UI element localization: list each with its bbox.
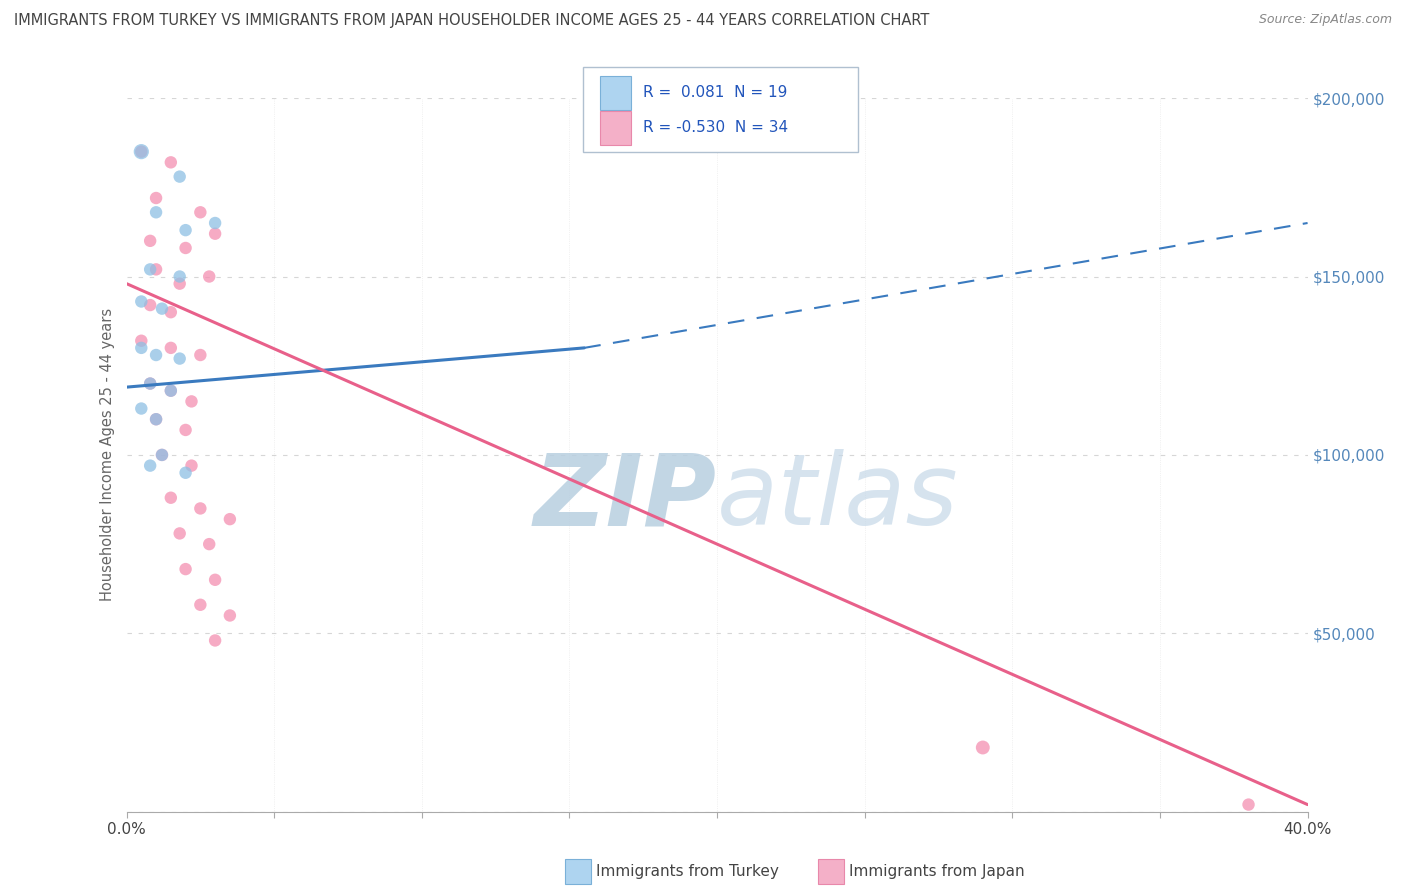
Text: Immigrants from Turkey: Immigrants from Turkey: [596, 864, 779, 879]
Point: [169, 277, 191, 291]
Point: [159, 491, 183, 505]
Point: [174, 562, 197, 576]
Point: [129, 145, 153, 159]
Text: R = -0.530  N = 34: R = -0.530 N = 34: [643, 120, 787, 135]
Point: [188, 205, 211, 219]
Point: [159, 305, 183, 319]
Point: [972, 740, 994, 755]
Point: [219, 512, 242, 526]
Point: [150, 448, 173, 462]
Point: [159, 341, 183, 355]
Point: [1237, 797, 1260, 812]
Point: [159, 384, 183, 398]
Point: [174, 223, 197, 237]
Point: [129, 145, 153, 159]
Text: IMMIGRANTS FROM TURKEY VS IMMIGRANTS FROM JAPAN HOUSEHOLDER INCOME AGES 25 - 44 : IMMIGRANTS FROM TURKEY VS IMMIGRANTS FRO…: [14, 13, 929, 29]
Text: R =  0.081  N = 19: R = 0.081 N = 19: [643, 86, 787, 100]
Point: [169, 526, 191, 541]
Point: [139, 376, 162, 391]
Text: Immigrants from Japan: Immigrants from Japan: [849, 864, 1025, 879]
Point: [159, 155, 183, 169]
Point: [219, 608, 242, 623]
Point: [169, 269, 191, 284]
Point: [204, 633, 226, 648]
Point: [150, 301, 173, 316]
Point: [129, 294, 153, 309]
Point: [198, 269, 221, 284]
Point: [204, 227, 226, 241]
Point: [145, 412, 167, 426]
Point: [145, 205, 167, 219]
Y-axis label: Householder Income Ages 25 - 44 years: Householder Income Ages 25 - 44 years: [100, 309, 115, 601]
Text: Source: ZipAtlas.com: Source: ZipAtlas.com: [1258, 13, 1392, 27]
Point: [169, 351, 191, 366]
Point: [188, 501, 211, 516]
Point: [139, 458, 162, 473]
Point: [145, 262, 167, 277]
Point: [204, 573, 226, 587]
Point: [174, 423, 197, 437]
Point: [150, 448, 173, 462]
Point: [188, 598, 211, 612]
Point: [145, 191, 167, 205]
Point: [139, 298, 162, 312]
Point: [139, 234, 162, 248]
Point: [198, 537, 221, 551]
Text: ZIP: ZIP: [534, 450, 717, 546]
Point: [180, 394, 202, 409]
Point: [145, 412, 167, 426]
Text: atlas: atlas: [717, 450, 959, 546]
Point: [139, 262, 162, 277]
Point: [180, 458, 202, 473]
Point: [129, 334, 153, 348]
Point: [204, 216, 226, 230]
Point: [159, 384, 183, 398]
Point: [174, 466, 197, 480]
Point: [169, 169, 191, 184]
Point: [129, 341, 153, 355]
Point: [188, 348, 211, 362]
Point: [174, 241, 197, 255]
Point: [139, 376, 162, 391]
Point: [129, 401, 153, 416]
Point: [145, 348, 167, 362]
